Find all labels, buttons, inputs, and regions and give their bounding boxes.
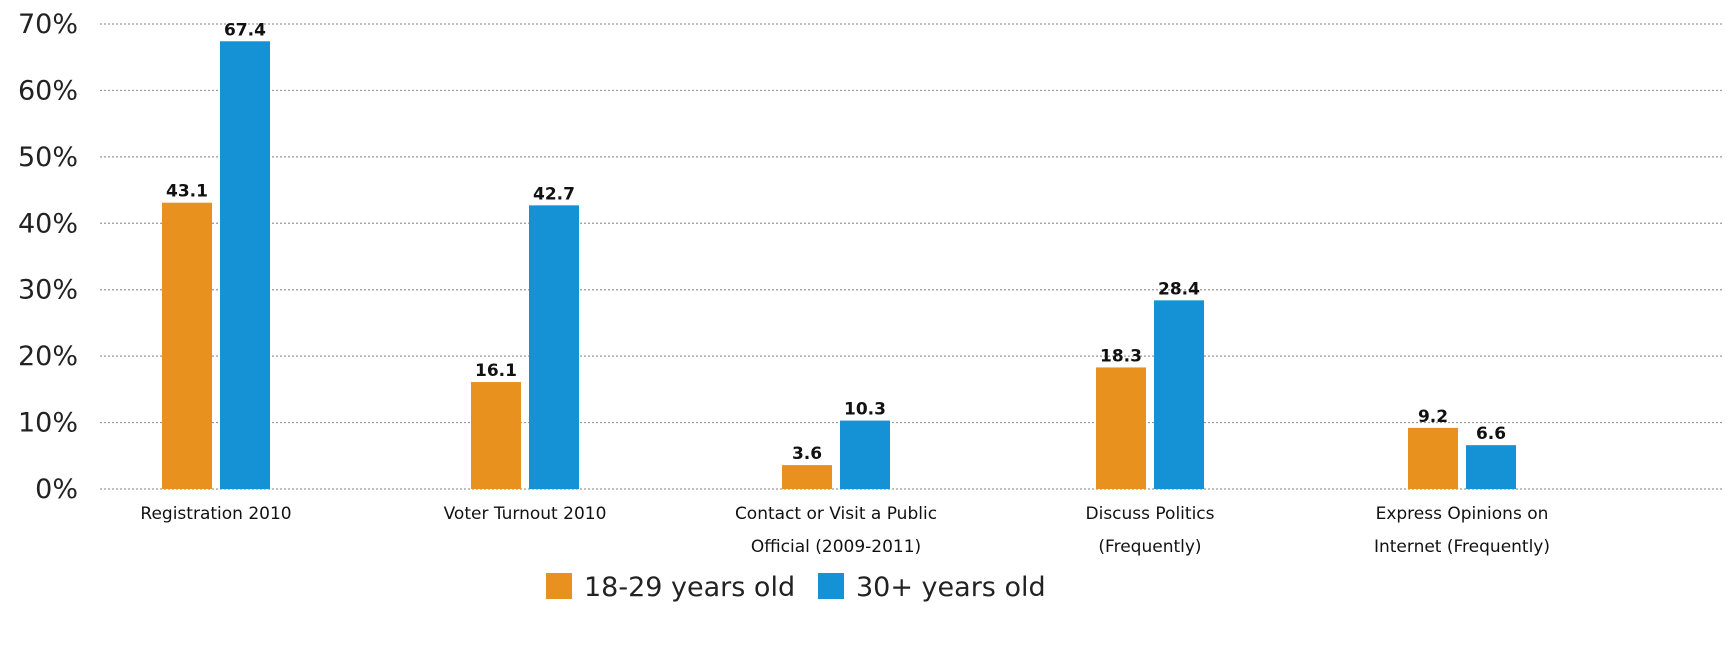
bar-18-29 (1096, 367, 1146, 489)
x-tick-label: Registration 2010 (140, 504, 291, 524)
y-tick-label: 20% (18, 341, 78, 372)
x-tick-label: Express Opinions on Internet (Frequently) (1374, 504, 1550, 557)
y-tick-label: 40% (18, 208, 78, 239)
bar-30-plus (1154, 300, 1204, 489)
x-axis: Registration 2010 Voter Turnout 2010 Conta… (140, 504, 1550, 557)
legend-label: 30+ years old (856, 572, 1046, 603)
data-label: 16.1 (475, 361, 517, 381)
x-tick-label-line: Voter Turnout 2010 (444, 504, 607, 524)
x-tick-label-line: (Frequently) (1098, 537, 1201, 557)
data-label: 6.6 (1476, 424, 1506, 444)
data-label: 18.3 (1100, 346, 1142, 366)
y-tick-label: 70% (18, 9, 78, 40)
bar-30-plus (220, 41, 270, 490)
x-tick-label-line: Internet (Frequently) (1374, 537, 1550, 557)
x-tick-label-line: Discuss Politics (1086, 504, 1215, 524)
legend-swatch (546, 573, 572, 599)
data-label: 3.6 (792, 444, 822, 464)
bar-18-29 (1408, 427, 1458, 489)
y-tick-label: 30% (18, 275, 78, 306)
gridlines (100, 23, 1722, 490)
x-tick-label: Discuss Politics (Frequently) (1086, 504, 1215, 557)
data-label: 43.1 (166, 182, 208, 202)
bar-18-29 (162, 202, 212, 489)
data-label: 28.4 (1158, 279, 1200, 299)
bar-30-plus (1466, 445, 1516, 489)
bars (162, 41, 1516, 490)
y-tick-label: 50% (18, 142, 78, 173)
legend: 18-29 years old 30+ years old (546, 572, 1046, 603)
x-tick-label-line: Official (2009-2011) (751, 537, 921, 557)
x-tick-label-line: Registration 2010 (140, 504, 291, 524)
y-tick-label: 10% (18, 408, 78, 439)
bar-30-plus (840, 420, 890, 489)
y-tick-label: 60% (18, 75, 78, 106)
data-label: 9.2 (1418, 407, 1448, 427)
data-label: 67.4 (224, 20, 266, 40)
bar-18-29 (471, 382, 521, 489)
x-tick-label: Contact or Visit a Public Official (2009-… (735, 504, 937, 557)
data-labels: 43.1 16.1 3.6 18.3 9.2 67.4 42.7 10.3 28.4 6.6 (166, 20, 1506, 464)
bar-30-plus (529, 205, 579, 489)
x-tick-label-line: Express Opinions on (1376, 504, 1549, 524)
data-label: 42.7 (533, 184, 575, 204)
bar-18-29 (782, 465, 832, 489)
legend-label: 18-29 years old (584, 572, 795, 603)
legend-swatch (818, 573, 844, 599)
x-tick-label-line: Contact or Visit a Public (735, 504, 937, 524)
y-axis: 0% 10% 20% 30% 40% 50% 60% 70% (18, 9, 78, 505)
x-tick-label: Voter Turnout 2010 (444, 504, 607, 524)
data-label: 10.3 (844, 400, 886, 420)
y-tick-label: 0% (35, 474, 78, 505)
